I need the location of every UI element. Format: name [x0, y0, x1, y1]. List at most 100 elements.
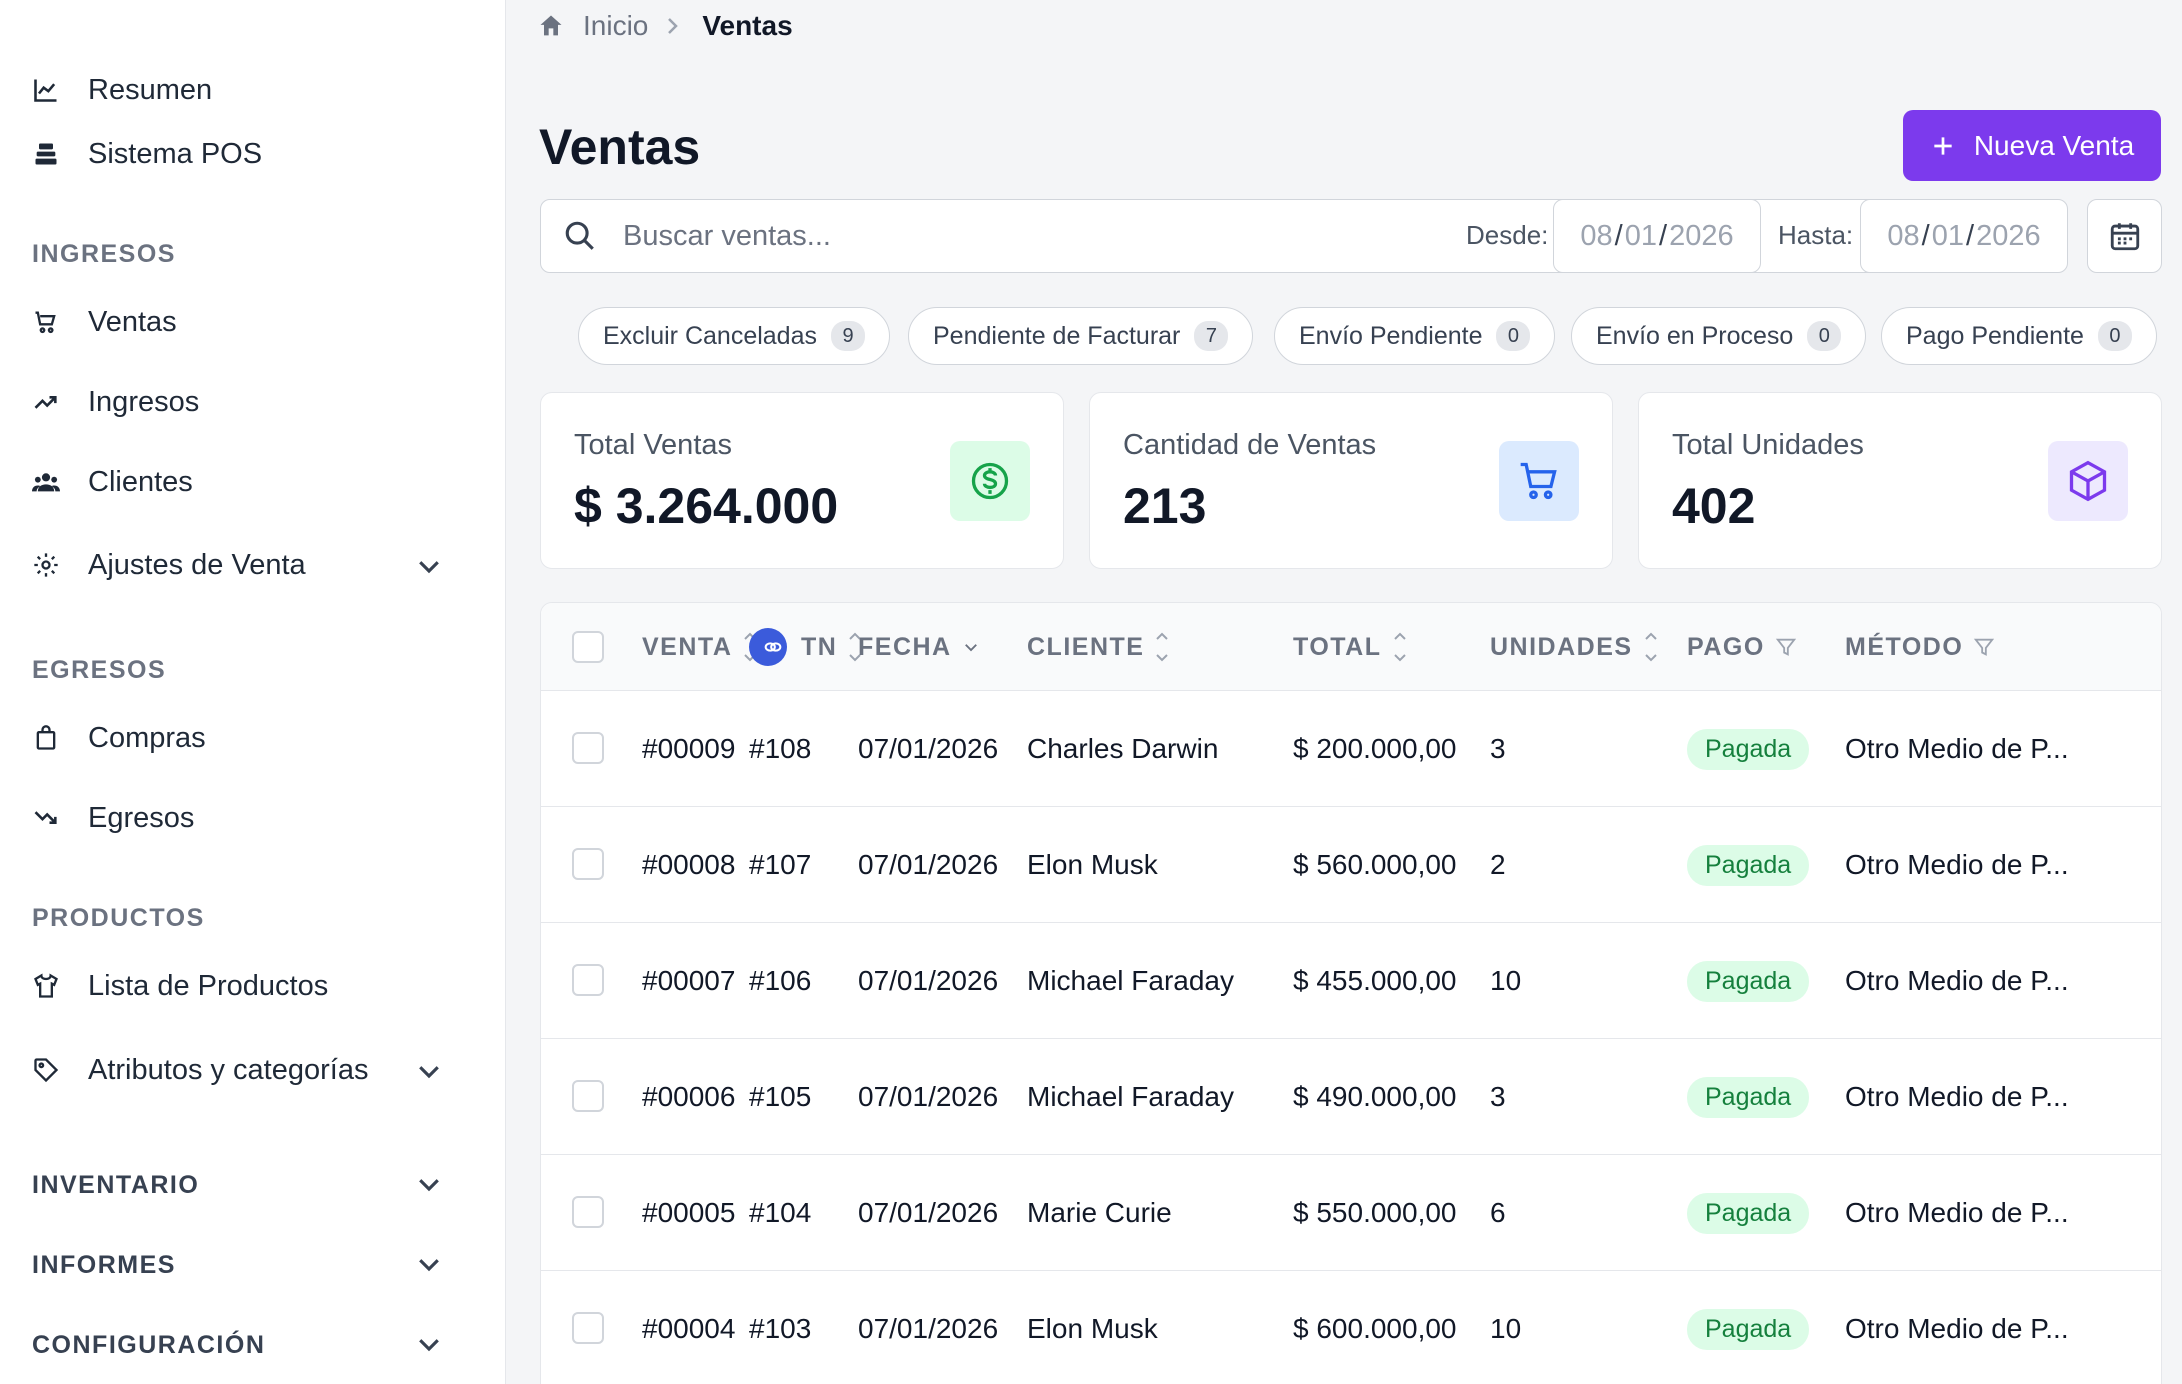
status-badge: Pagada — [1687, 1076, 1810, 1118]
sidebar-item-label: Compras — [88, 721, 206, 754]
chip-envio-en-proceso[interactable]: Envío en Proceso 0 — [1571, 307, 1867, 365]
cart-icon — [1499, 441, 1579, 521]
sidebar-item-ventas[interactable]: Ventas — [32, 300, 452, 344]
stat-total-unidades: Total Unidades 402 — [1638, 392, 2162, 569]
chart-line-icon — [32, 76, 60, 104]
stat-label: Cantidad de Ventas — [1123, 429, 1377, 461]
cell-fecha: 07/01/2026 — [858, 965, 999, 996]
th-pago[interactable]: PAGO — [1687, 603, 1797, 691]
chevron-right-icon — [668, 18, 679, 34]
th-label: MÉTODO — [1845, 632, 1964, 661]
row-checkbox[interactable] — [572, 732, 604, 764]
table-row[interactable]: #00005 #104 07/01/2026 Marie Curie $ 550.000… — [541, 1155, 2161, 1271]
sidebar-item-atributos-y-categorias[interactable]: Atributos y categorías — [32, 1048, 452, 1092]
cell-unidades: 10 — [1490, 965, 1522, 996]
chip-pendiente-de-facturar[interactable]: Pendiente de Facturar 7 — [908, 307, 1254, 365]
chip-label: Envío Pendiente — [1299, 321, 1483, 350]
cell-cliente: Charles Darwin — [1027, 733, 1219, 764]
table-row[interactable]: #00004 #103 07/01/2026 Elon Musk $ 600.000,0… — [541, 1271, 2161, 1384]
table-row[interactable]: #00007 #106 07/01/2026 Michael Faraday $ 455… — [541, 923, 2161, 1039]
chip-excluir-canceladas[interactable]: Excluir Canceladas 9 — [578, 307, 890, 365]
sidebar-item-ingresos[interactable]: Ingresos — [32, 380, 452, 424]
trending-down-icon — [32, 804, 60, 832]
calendar-button[interactable] — [2087, 199, 2162, 273]
th-label: PAGO — [1687, 632, 1765, 661]
chevron-down-icon[interactable] — [414, 551, 444, 581]
cell-fecha: 07/01/2026 — [858, 1197, 999, 1228]
row-checkbox[interactable] — [572, 1312, 604, 1344]
chip-envio-pendiente[interactable]: Envío Pendiente 0 — [1274, 307, 1556, 365]
row-checkbox[interactable] — [572, 1080, 604, 1112]
th-metodo[interactable]: MÉTODO — [1845, 603, 1995, 691]
stat-cantidad-de-ventas: Cantidad de Ventas 213 — [1089, 392, 1613, 569]
desde-month: 08 — [1580, 219, 1613, 252]
section-productos: PRODUCTOS — [32, 904, 205, 932]
sidebar: Resumen Sistema POS INGRESOS Ventas Ingr… — [0, 0, 506, 1384]
th-unidades[interactable]: UNIDADES — [1490, 603, 1659, 691]
row-checkbox[interactable] — [572, 1196, 604, 1228]
th-venta[interactable]: VENTA — [642, 603, 758, 691]
cell-unidades: 10 — [1490, 1313, 1522, 1344]
cell-tn: #106 — [749, 965, 812, 996]
sidebar-item-lista-de-productos[interactable]: Lista de Productos — [32, 964, 452, 1008]
table-row[interactable]: #00008 #107 07/01/2026 Elon Musk $ 560.000,0… — [541, 807, 2161, 923]
chip-count: 0 — [1807, 321, 1842, 351]
th-total[interactable]: TOTAL — [1293, 603, 1408, 691]
new-sale-button[interactable]: Nueva Venta — [1903, 110, 2161, 181]
table-row[interactable]: #00009 #108 07/01/2026 Charles Darwin $ 200.… — [541, 691, 2161, 807]
cell-venta: #00007 — [642, 965, 736, 996]
chevron-down-icon[interactable] — [414, 1056, 444, 1086]
box-icon — [2048, 441, 2128, 521]
breadcrumb-home[interactable]: Inicio — [583, 10, 649, 41]
section-ingresos: INGRESOS — [32, 240, 176, 268]
sidebar-item-clientes[interactable]: Clientes — [32, 460, 452, 504]
hasta-month: 08 — [1887, 219, 1920, 252]
cell-total: $ 200.000,00 — [1293, 733, 1457, 764]
sidebar-item-label: Lista de Productos — [88, 969, 329, 1002]
row-checkbox[interactable] — [572, 964, 604, 996]
cell-metodo: Otro Medio de P... — [1845, 1313, 2069, 1344]
filter-icon — [1974, 638, 1995, 656]
home-icon[interactable] — [537, 12, 565, 40]
section-informes[interactable]: INFORMES — [32, 1245, 452, 1285]
search-input[interactable] — [623, 219, 1223, 253]
th-tn[interactable]: TN — [749, 603, 863, 691]
table-row[interactable]: #00006 #105 07/01/2026 Michael Faraday $ 490… — [541, 1039, 2161, 1155]
cell-total: $ 600.000,00 — [1293, 1313, 1457, 1344]
cell-metodo: Otro Medio de P... — [1845, 849, 2069, 880]
chip-label: Envío en Proceso — [1596, 321, 1794, 350]
sort-icon — [1393, 632, 1406, 662]
cell-total: $ 455.000,00 — [1293, 965, 1457, 996]
cell-cliente: Elon Musk — [1027, 1313, 1158, 1344]
sidebar-item-resumen[interactable]: Resumen — [32, 68, 452, 112]
desde-date-input[interactable]: 08/01/2026 — [1553, 199, 1761, 273]
select-all-checkbox[interactable] — [572, 631, 604, 663]
status-badge: Pagada — [1687, 844, 1810, 886]
stat-label: Total Unidades — [1672, 429, 1864, 461]
chip-count: 9 — [831, 321, 865, 351]
section-inventario[interactable]: INVENTARIO — [32, 1165, 452, 1205]
cell-venta: #00006 — [642, 1081, 736, 1112]
cell-metodo: Otro Medio de P... — [1845, 733, 2069, 764]
th-label: UNIDADES — [1490, 632, 1633, 661]
section-configuracion[interactable]: CONFIGURACIÓN — [32, 1325, 452, 1365]
th-cliente[interactable]: CLIENTE — [1027, 603, 1170, 691]
chip-label: Excluir Canceladas — [603, 321, 817, 350]
section-label: INFORMES — [32, 1250, 176, 1279]
hasta-date-input[interactable]: 08/01/2026 — [1860, 199, 2068, 273]
stat-value: 213 — [1123, 478, 1207, 534]
cell-pago: Pagada — [1687, 807, 1810, 923]
th-fecha[interactable]: FECHA — [858, 603, 980, 691]
chip-pago-pendiente[interactable]: Pago Pendiente 0 — [1881, 307, 2157, 365]
row-checkbox[interactable] — [572, 848, 604, 880]
cell-cliente: Elon Musk — [1027, 849, 1158, 880]
cash-register-icon — [32, 140, 60, 168]
cell-fecha: 07/01/2026 — [858, 1313, 999, 1344]
sidebar-item-compras[interactable]: Compras — [32, 716, 452, 760]
status-badge: Pagada — [1687, 1192, 1810, 1234]
sidebar-item-ajustes-de-venta[interactable]: Ajustes de Venta — [32, 543, 452, 587]
sidebar-item-label: Ajustes de Venta — [88, 548, 306, 581]
dollar-icon — [950, 441, 1030, 521]
sidebar-item-sistema-pos[interactable]: Sistema POS — [32, 132, 452, 176]
sidebar-item-egresos[interactable]: Egresos — [32, 796, 452, 840]
